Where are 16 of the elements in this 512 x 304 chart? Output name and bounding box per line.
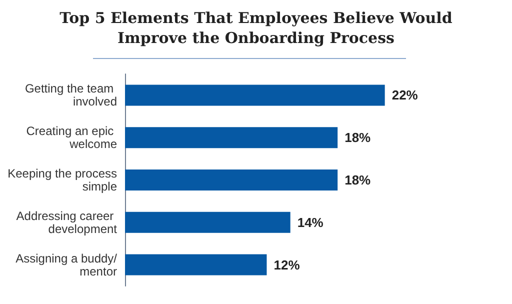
y-tick-label: Addressing career development xyxy=(16,208,118,236)
y-tick-label: Keeping the process simple xyxy=(8,166,118,194)
data-label: 22% xyxy=(392,88,418,103)
data-label: 18% xyxy=(344,172,372,188)
bar xyxy=(125,127,338,148)
y-tick-label: Getting the team involved xyxy=(24,82,117,109)
data-label: 18% xyxy=(344,130,372,146)
chart-title: Top 5 Elements That Employees Believe Would Improve the Onboarding Process xyxy=(58,8,454,48)
data-label: 14% xyxy=(297,214,324,230)
data-label: 12% xyxy=(274,257,300,272)
y-tick-label: Assigning a buddy/mentor xyxy=(16,251,118,278)
bar xyxy=(125,212,290,233)
bar xyxy=(125,254,267,276)
y-tick-label: Creating an epic welcome xyxy=(26,124,118,152)
bar xyxy=(125,84,385,106)
bar xyxy=(125,170,338,190)
